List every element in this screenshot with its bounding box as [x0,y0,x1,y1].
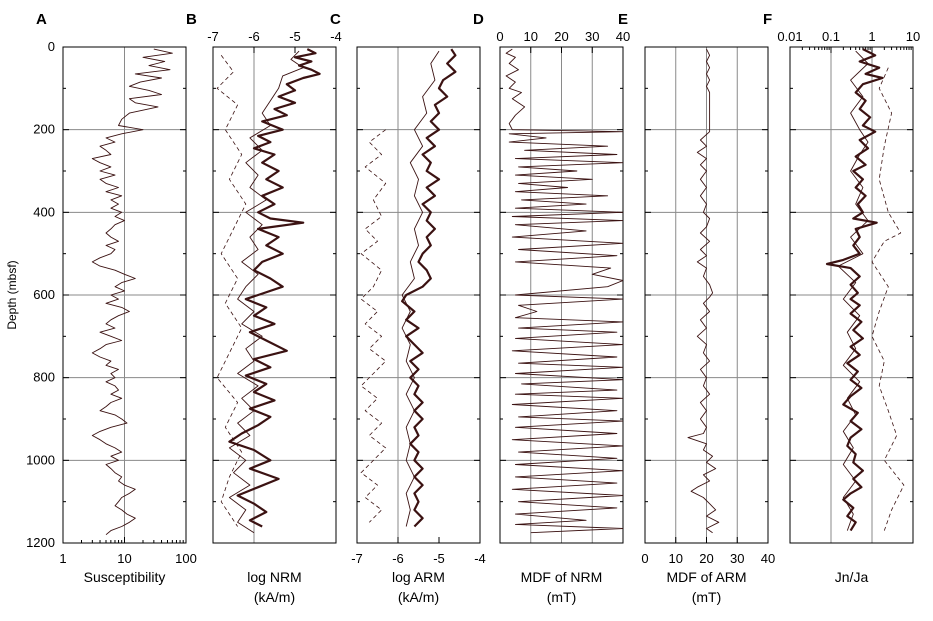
series-line-dashed [871,67,905,531]
x-axis-label: Jn/Ja [835,569,869,585]
x-tick-label: 40 [761,551,775,566]
y-tick-label: 200 [33,122,55,137]
x-axis-label: MDF of ARM [666,569,746,585]
y-tick-labels: 0 200 400 600 800 1000 1200 [26,39,55,550]
series-line-thick [401,48,457,528]
series-line-thin [505,48,623,534]
panel-letter: B [186,11,197,28]
panel-letter: D [473,11,484,28]
series-group [91,48,173,536]
y-tick-label: 400 [33,204,55,219]
x-tick-label: 0 [641,551,648,566]
series-group [687,48,720,534]
x-axis-label: log NRM [247,569,301,585]
series-line-thin [228,50,304,534]
series-line-thin [687,48,720,534]
panel-F: 0.01 0.1 1 10 F Jn/Ja [763,11,920,585]
x-tick-label: -5 [433,551,445,566]
x-tick-label: 10 [906,29,920,44]
series-line-dashed [360,129,387,523]
series-line-dashed [216,55,247,527]
x-tick-label: 10 [669,551,683,566]
series-line-thick [228,48,321,528]
x-tick-label: 20 [699,551,713,566]
y-tick-label: 600 [33,287,55,302]
series-line-thin [401,50,440,527]
x-tick-label: 0 [496,29,503,44]
x-tick-label: 0.01 [777,29,802,44]
panel-letter: E [618,11,628,28]
y-tick-label: 800 [33,370,55,385]
x-tick-label: -6 [392,551,404,566]
y-tick-label: 0 [48,39,55,54]
series-group [216,48,321,534]
x-tick-label: -7 [207,29,219,44]
x-axis-unit: (kA/m) [398,589,439,605]
series-group [360,48,457,528]
x-tick-label: 30 [730,551,744,566]
x-tick-label: 40 [616,29,630,44]
x-tick-label: 30 [585,29,599,44]
panel-letter: C [330,11,341,28]
x-axis-unit: (mT) [692,589,722,605]
panel-letter: A [36,11,47,28]
x-tick-label: -4 [474,551,486,566]
series-line-thick [825,48,884,532]
y-tick-label: 1200 [26,535,55,550]
x-axis-unit: (kA/m) [254,589,295,605]
series-group [825,48,905,532]
x-tick-label: -4 [330,29,342,44]
x-tick-label: -5 [289,29,301,44]
series-line-thin [91,48,173,536]
x-tick-label: 1 [868,29,875,44]
panel-A: 1 10 100 A Susceptibility [36,11,197,585]
y-axis-label: Depth (mbsf) [5,260,19,329]
series-line-thin [837,50,869,531]
y-tick-label: 1000 [26,452,55,467]
x-tick-label: 100 [175,551,197,566]
series-group [505,48,623,534]
x-axis-unit: (mT) [547,589,577,605]
x-tick-label: 20 [554,29,568,44]
panel-letter: F [763,11,772,28]
panel-D: 0 10 20 30 40 D MDF of NRM (mT) [473,11,630,605]
x-tick-label: -6 [248,29,260,44]
x-tick-label: 10 [117,551,131,566]
x-tick-label: 10 [524,29,538,44]
x-tick-label: 1 [59,551,66,566]
x-tick-label: -7 [351,551,363,566]
x-axis-label: MDF of NRM [521,569,603,585]
x-axis-label: log ARM [392,569,445,585]
x-tick-label: 0.1 [822,29,840,44]
x-axis-label: Susceptibility [84,569,166,585]
